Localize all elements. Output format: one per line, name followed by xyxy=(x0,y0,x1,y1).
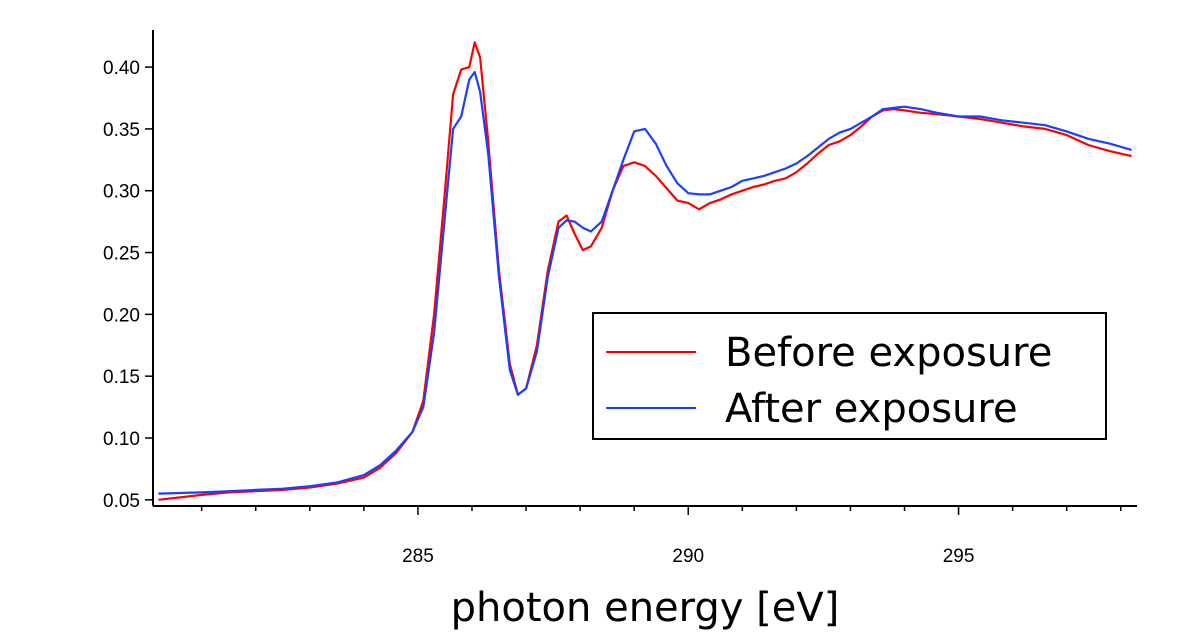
legend-box xyxy=(592,312,1107,440)
y-tick-label: 0.15 xyxy=(103,367,140,388)
axes xyxy=(152,30,1137,507)
legend-label-before: Before exposure xyxy=(725,330,1052,376)
plot-area xyxy=(158,41,1132,501)
y-tick-label: 0.30 xyxy=(103,182,140,203)
legend-label-after: After exposure xyxy=(725,386,1018,432)
series-line-before-exposure xyxy=(158,41,1132,501)
y-tick-label: 0.20 xyxy=(103,305,140,326)
y-axis-ticks: 0.05 0.10 0.15 0.20 0.25 0.30 0.35 0.40 xyxy=(103,58,153,512)
x-axis-ticks: 285 290 295 xyxy=(200,506,1122,567)
x-tick-label: 295 xyxy=(943,546,975,567)
y-tick-label: 0.25 xyxy=(103,244,140,265)
series-line-after-exposure xyxy=(158,70,1132,495)
y-tick-label: 0.05 xyxy=(103,491,140,512)
y-tick-label: 0.35 xyxy=(103,120,140,141)
y-tick-label: 0.40 xyxy=(103,58,140,79)
x-tick-label: 285 xyxy=(402,546,434,567)
x-axis-title: photon energy [eV] xyxy=(451,585,840,631)
x-tick-label: 290 xyxy=(672,546,704,567)
y-tick-label: 0.10 xyxy=(103,429,140,450)
legend: Before exposure After exposure xyxy=(592,312,1107,440)
